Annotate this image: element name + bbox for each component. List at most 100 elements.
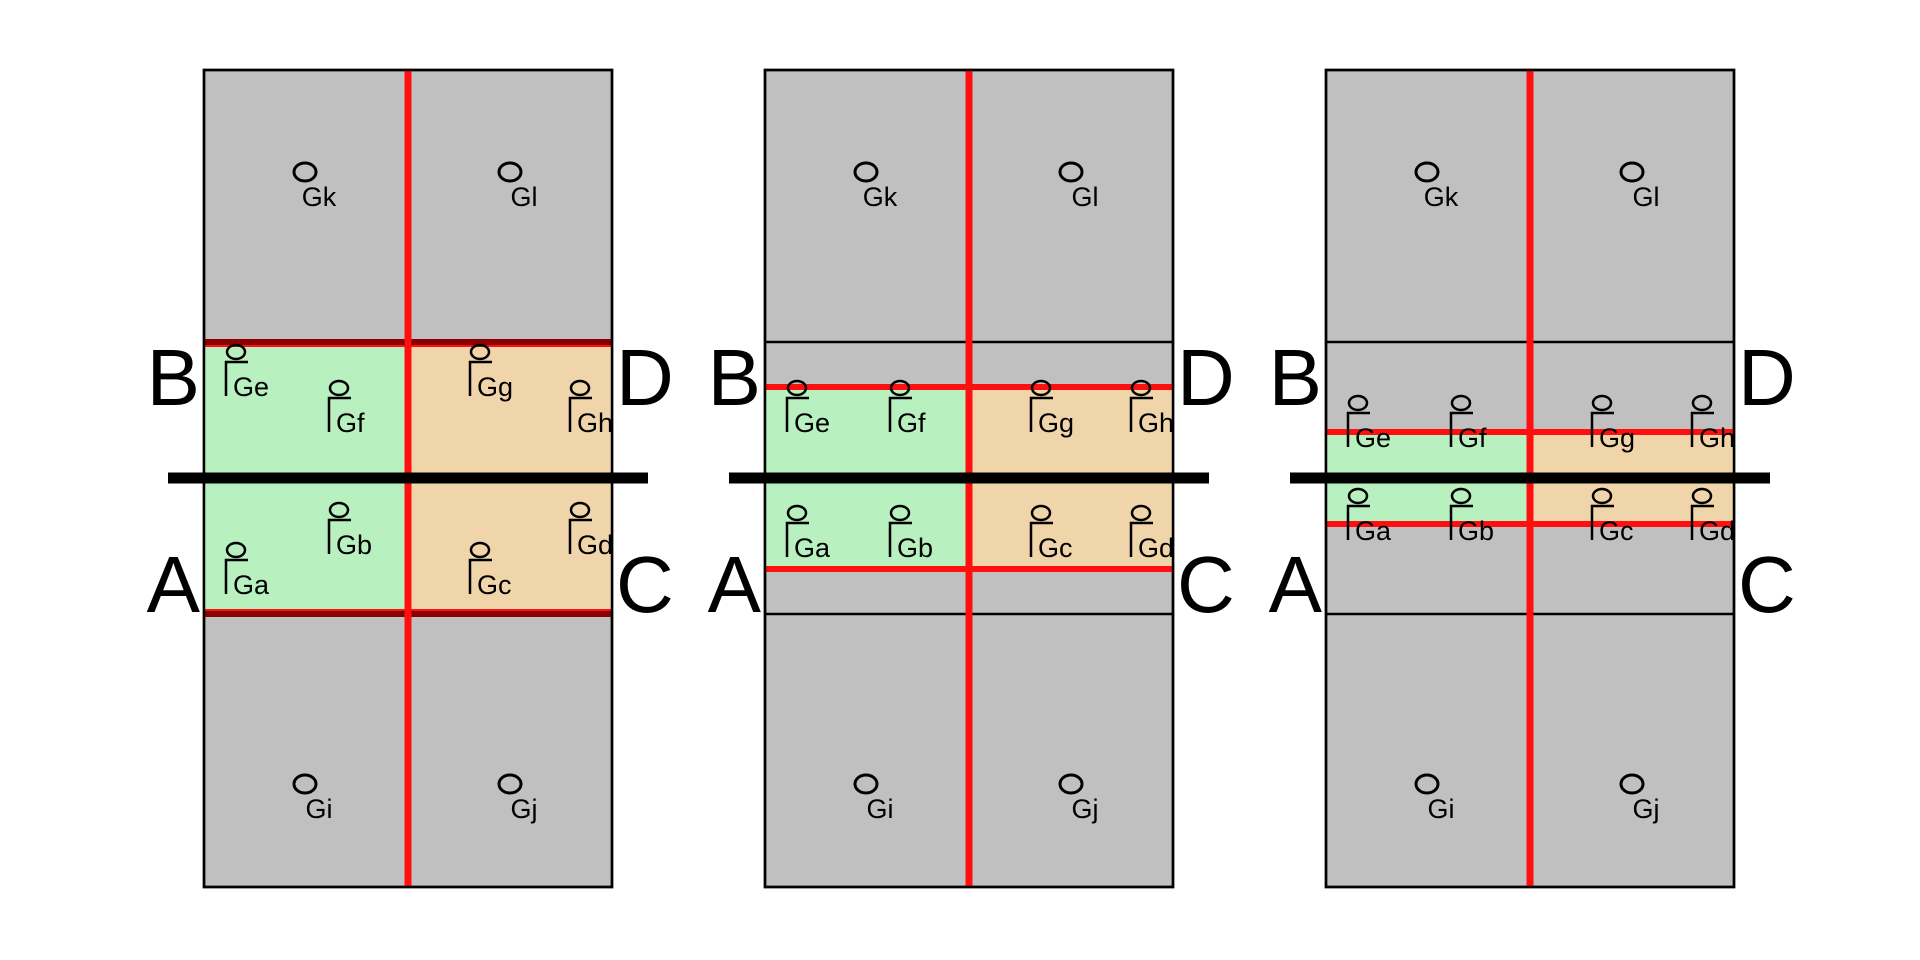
label-gl: Gl [1072,182,1099,212]
circle-marker-gk [1414,161,1440,183]
flag-circle-gg [469,343,491,361]
corner-label-a: A [708,540,762,629]
flag-circle-gd [569,501,591,519]
circle-marker-gj [1058,773,1084,795]
label-gb: Gb [1458,516,1494,546]
flag-circle-gd [1130,504,1152,522]
corner-label-b: B [708,333,761,422]
label-gj: Gj [1633,794,1660,824]
flag-circle-gh [1691,394,1713,412]
flag-circle-ga [1347,487,1369,505]
flag-circle-gg [1030,379,1052,397]
flag-circle-gc [1030,504,1052,522]
flag-hook-ge [224,360,248,396]
circle-marker-gl [1619,161,1645,183]
label-gg: Gg [1038,408,1074,438]
flag-circle-gb [328,501,350,519]
circle-marker-gl [1058,161,1084,183]
flag-hook-gg [1029,396,1053,432]
flag-circle-ga [786,504,808,522]
flag-hook-ge [1346,411,1370,447]
flag-hook-gf [888,396,912,432]
corner-label-a: A [147,540,201,629]
label-gb: Gb [336,530,372,560]
label-ge: Ge [233,372,269,402]
flag-circle-gf [328,379,350,397]
corner-label-c: C [616,540,674,629]
label-ge: Ge [1355,423,1391,453]
flag-circle-ge [225,343,247,361]
label-gc: Gc [1038,533,1073,563]
corner-label-b: B [1269,333,1322,422]
label-gf: Gf [897,408,926,438]
label-ge: Ge [794,408,830,438]
flag-hook-gc [1590,504,1614,540]
circle-marker-gi [853,773,879,795]
circle-marker-gl [497,161,523,183]
label-gg: Gg [1599,423,1635,453]
flag-circle-gh [1130,379,1152,397]
label-ga: Ga [794,533,831,563]
flag-circle-gb [889,504,911,522]
corner-label-d: D [616,333,674,422]
label-ga: Ga [233,570,270,600]
circle-marker-gi [1414,773,1440,795]
label-gj: Gj [511,794,538,824]
circle-marker-gj [497,773,523,795]
label-gk: Gk [1424,182,1459,212]
corner-label-d: D [1177,333,1235,422]
flag-hook-gd [568,518,592,554]
circle-marker-gj [1619,773,1645,795]
flag-hook-gd [1129,521,1153,557]
flag-circle-gf [1450,394,1472,412]
flag-hook-gc [1029,521,1053,557]
circle-marker-gi [292,773,318,795]
flag-circle-gh [569,379,591,397]
label-gi: Gi [1428,794,1455,824]
corner-label-c: C [1177,540,1235,629]
label-gc: Gc [1599,516,1634,546]
flag-circle-ga [225,541,247,559]
corner-label-b: B [147,333,200,422]
label-gd: Gd [577,530,613,560]
flag-hook-gb [327,518,351,554]
label-gl: Gl [511,182,538,212]
flag-hook-gb [888,521,912,557]
flag-hook-gf [1449,411,1473,447]
flag-hook-ga [224,558,248,594]
label-gk: Gk [302,182,337,212]
label-gh: Gh [1138,408,1174,438]
label-gg: Gg [477,372,513,402]
flag-hook-gf [327,396,351,432]
flag-hook-gg [1590,411,1614,447]
panel-2: B A D C Gk Gl Gi Gj Ge Gf Gg Gh Ga Gb Gc Gd [708,68,1235,889]
label-gd: Gd [1699,516,1735,546]
flag-circle-ge [1347,394,1369,412]
label-gl: Gl [1633,182,1660,212]
flag-hook-gg [468,360,492,396]
corner-label-d: D [1738,333,1796,422]
panel-1: B A D C Gk Gl Gi Gj Ge Gf Gg Gh Ga Gb Gc Gd [147,68,674,889]
panel-3: B A D C Gk Gl Gi Gj Ge Gf Gg Gh Ga Gb Gc Gd [1269,68,1796,889]
flag-hook-ga [1346,504,1370,540]
label-gd: Gd [1138,533,1174,563]
flag-hook-gd [1690,504,1714,540]
flag-hook-gh [568,396,592,432]
flag-circle-ge [786,379,808,397]
flag-circle-gd [1691,487,1713,505]
flag-hook-gh [1129,396,1153,432]
label-gf: Gf [1458,423,1487,453]
label-gc: Gc [477,570,512,600]
flag-circle-gf [889,379,911,397]
circle-marker-gk [853,161,879,183]
flag-hook-ga [785,521,809,557]
label-gh: Gh [577,408,613,438]
label-gb: Gb [897,533,933,563]
label-gi: Gi [306,794,333,824]
label-gk: Gk [863,182,898,212]
label-gj: Gj [1072,794,1099,824]
flag-circle-gg [1591,394,1613,412]
flag-circle-gc [1591,487,1613,505]
flag-hook-ge [785,396,809,432]
